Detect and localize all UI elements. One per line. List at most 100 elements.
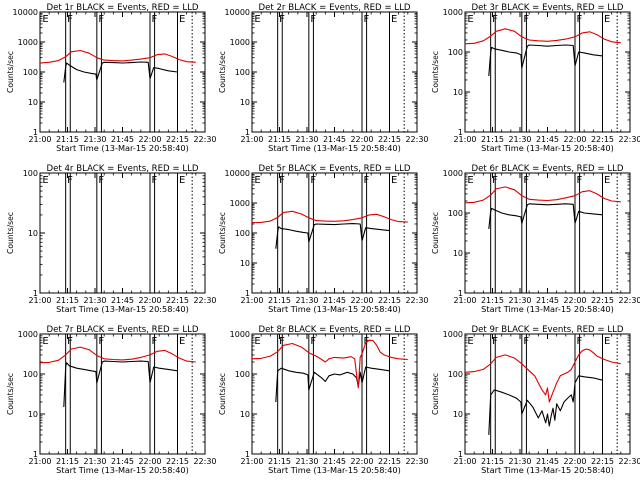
x-tick-label: 21:15 bbox=[481, 457, 504, 466]
panel-title: Det 1r BLACK = Events, RED = LLD bbox=[46, 3, 198, 13]
x-tick-label: 22:00 bbox=[138, 457, 161, 466]
x-tick-label: 21:00 bbox=[28, 296, 51, 305]
y-tick-label: 100 bbox=[235, 229, 250, 238]
panel-det-2: Det 2r BLACK = Events, RED = LLD 1 10 100 10… bbox=[218, 3, 429, 153]
y-tick-label: 1 bbox=[245, 450, 250, 459]
x-tick-label: 21:30 bbox=[508, 135, 531, 144]
lld-series-line bbox=[39, 346, 196, 364]
y-axis-label: Counts/sec bbox=[218, 51, 227, 93]
x-tick-label: 22:00 bbox=[138, 135, 161, 144]
x-tick-label: 22:15 bbox=[166, 296, 189, 305]
flag-label: F bbox=[523, 14, 529, 25]
x-axis-label: Start Time (13-Mar-15 20:58:40) bbox=[481, 304, 614, 314]
x-tick-label: 22:15 bbox=[591, 135, 614, 144]
flag-label: F bbox=[279, 175, 285, 186]
flag-label: F bbox=[492, 336, 498, 347]
flag-label: F bbox=[310, 175, 316, 186]
x-tick-label: 22:30 bbox=[618, 457, 640, 466]
x-tick-label: 21:00 bbox=[453, 457, 476, 466]
y-tick-label: 1000 bbox=[230, 38, 250, 47]
flag-label: F bbox=[577, 14, 583, 25]
flag-label: F bbox=[364, 175, 370, 186]
flag-label: F bbox=[492, 14, 498, 25]
flag-label: E bbox=[391, 336, 397, 347]
y-axis-label: Counts/sec bbox=[218, 212, 227, 254]
x-tick-label: 21:30 bbox=[508, 457, 531, 466]
y-tick-label: 10 bbox=[240, 410, 250, 419]
y-tick-label: 10000 bbox=[225, 8, 250, 17]
y-tick-label: 1 bbox=[245, 289, 250, 298]
events-series-line bbox=[488, 203, 603, 229]
x-tick-label: 22:30 bbox=[405, 296, 428, 305]
y-tick-label: 100 bbox=[235, 68, 250, 77]
flag-label: E bbox=[42, 14, 48, 25]
x-tick-label: 21:15 bbox=[56, 135, 79, 144]
y-tick-label: 100 bbox=[23, 370, 38, 379]
flag-label: E bbox=[604, 175, 610, 186]
x-axis-label: Start Time (13-Mar-15 20:58:40) bbox=[268, 143, 401, 153]
x-tick-label: 21:15 bbox=[268, 296, 291, 305]
x-tick-label: 22:15 bbox=[591, 457, 614, 466]
y-tick-label: 100 bbox=[448, 209, 463, 218]
y-axis-label: Counts/sec bbox=[218, 373, 227, 415]
y-tick-label: 1000 bbox=[443, 169, 463, 178]
x-tick-label: 21:00 bbox=[28, 457, 51, 466]
panel-det-4: Det 4r BLACK = Events, RED = LLD 1 10 100 21… bbox=[6, 164, 217, 314]
y-tick-label: 10 bbox=[240, 259, 250, 268]
flag-label: F bbox=[364, 14, 370, 25]
x-axis-label: Start Time (13-Mar-15 20:58:40) bbox=[268, 465, 401, 475]
panel-det-8: Det 8r BLACK = Events, RED = LLD 1 10 100 10… bbox=[218, 325, 429, 475]
lld-series-line bbox=[39, 49, 196, 64]
x-tick-label: 22:00 bbox=[563, 135, 586, 144]
y-tick-label: 1 bbox=[33, 289, 38, 298]
y-tick-label: 1 bbox=[458, 289, 463, 298]
y-tick-label: 1 bbox=[458, 450, 463, 459]
lld-series-line bbox=[251, 210, 408, 224]
flag-label: E bbox=[42, 336, 48, 347]
y-tick-label: 100 bbox=[448, 48, 463, 57]
x-tick-label: 22:00 bbox=[350, 135, 373, 144]
events-series-line bbox=[275, 223, 390, 249]
plot-frame bbox=[464, 11, 631, 133]
flag-label: E bbox=[179, 336, 185, 347]
flag-label: E bbox=[391, 175, 397, 186]
x-tick-label: 21:45 bbox=[536, 135, 559, 144]
flag-label: F bbox=[67, 175, 73, 186]
plot-frame bbox=[39, 172, 206, 294]
x-tick-label: 21:00 bbox=[453, 135, 476, 144]
x-tick-label: 21:15 bbox=[56, 457, 79, 466]
x-tick-label: 22:15 bbox=[378, 457, 401, 466]
x-tick-label: 22:00 bbox=[563, 457, 586, 466]
plot-frame bbox=[464, 333, 631, 455]
flag-label: E bbox=[42, 175, 48, 186]
x-tick-label: 22:15 bbox=[378, 135, 401, 144]
panel-title: Det 7r BLACK = Events, RED = LLD bbox=[46, 325, 198, 335]
y-tick-label: 10 bbox=[28, 229, 38, 238]
flag-label: E bbox=[254, 175, 260, 186]
y-tick-label: 1000 bbox=[443, 330, 463, 339]
x-tick-label: 21:00 bbox=[240, 296, 263, 305]
x-tick-label: 22:15 bbox=[591, 296, 614, 305]
x-tick-label: 21:00 bbox=[240, 457, 263, 466]
x-tick-label: 21:45 bbox=[536, 296, 559, 305]
flag-label: E bbox=[467, 175, 473, 186]
flag-label: F bbox=[523, 336, 529, 347]
flag-label: F bbox=[364, 336, 370, 347]
flag-label: E bbox=[254, 336, 260, 347]
flag-label: F bbox=[279, 14, 285, 25]
events-series-line bbox=[63, 61, 178, 83]
flag-label: F bbox=[98, 14, 104, 25]
x-tick-label: 22:00 bbox=[138, 296, 161, 305]
flag-label: E bbox=[179, 14, 185, 25]
x-axis-label: Start Time (13-Mar-15 20:58:40) bbox=[56, 304, 189, 314]
y-tick-label: 100 bbox=[23, 68, 38, 77]
lld-series-line bbox=[251, 339, 408, 389]
x-tick-label: 21:15 bbox=[481, 296, 504, 305]
x-tick-label: 21:30 bbox=[295, 135, 318, 144]
y-tick-label: 100 bbox=[23, 169, 38, 178]
flag-label: E bbox=[604, 14, 610, 25]
x-tick-label: 22:30 bbox=[193, 296, 216, 305]
y-tick-label: 10 bbox=[453, 410, 463, 419]
x-tick-label: 21:45 bbox=[111, 135, 134, 144]
